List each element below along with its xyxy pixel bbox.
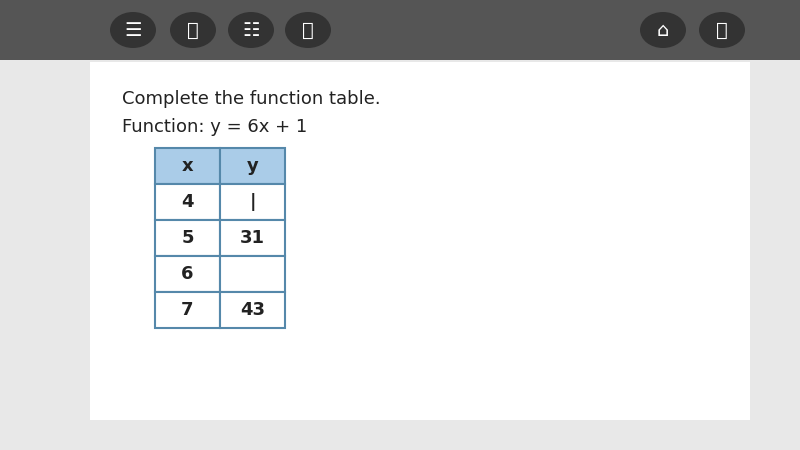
Text: ☰: ☰	[124, 21, 142, 40]
Text: ☷: ☷	[242, 21, 260, 40]
Bar	[220, 148, 285, 184]
Text: Complete the function table.: Complete the function table.	[122, 90, 381, 108]
Text: Function: y = 6x + 1: Function: y = 6x + 1	[122, 118, 307, 136]
Ellipse shape	[640, 12, 686, 48]
Bar	[155, 256, 220, 292]
Ellipse shape	[699, 12, 745, 48]
Text: ⏻: ⏻	[716, 21, 728, 40]
Text: ⌂: ⌂	[657, 21, 669, 40]
Text: 6: 6	[182, 265, 194, 283]
Text: y: y	[246, 157, 258, 175]
Text: ⏱: ⏱	[187, 21, 199, 40]
Text: 43: 43	[240, 301, 265, 319]
Text: 4: 4	[182, 193, 194, 211]
Ellipse shape	[228, 12, 274, 48]
Bar	[220, 256, 285, 292]
Ellipse shape	[110, 12, 156, 48]
Text: x: x	[182, 157, 194, 175]
Text: 5: 5	[182, 229, 194, 247]
Bar	[155, 184, 220, 220]
Ellipse shape	[285, 12, 331, 48]
Text: ⏺: ⏺	[302, 21, 314, 40]
Text: |: |	[250, 193, 256, 211]
Ellipse shape	[170, 12, 216, 48]
Text: 31: 31	[240, 229, 265, 247]
Bar	[220, 292, 285, 328]
Bar	[90, 62, 750, 420]
Bar	[220, 220, 285, 256]
Bar	[0, 0, 800, 60]
Bar	[155, 220, 220, 256]
Bar	[155, 148, 220, 184]
Text: 7: 7	[182, 301, 194, 319]
Bar	[220, 184, 285, 220]
Bar	[155, 292, 220, 328]
